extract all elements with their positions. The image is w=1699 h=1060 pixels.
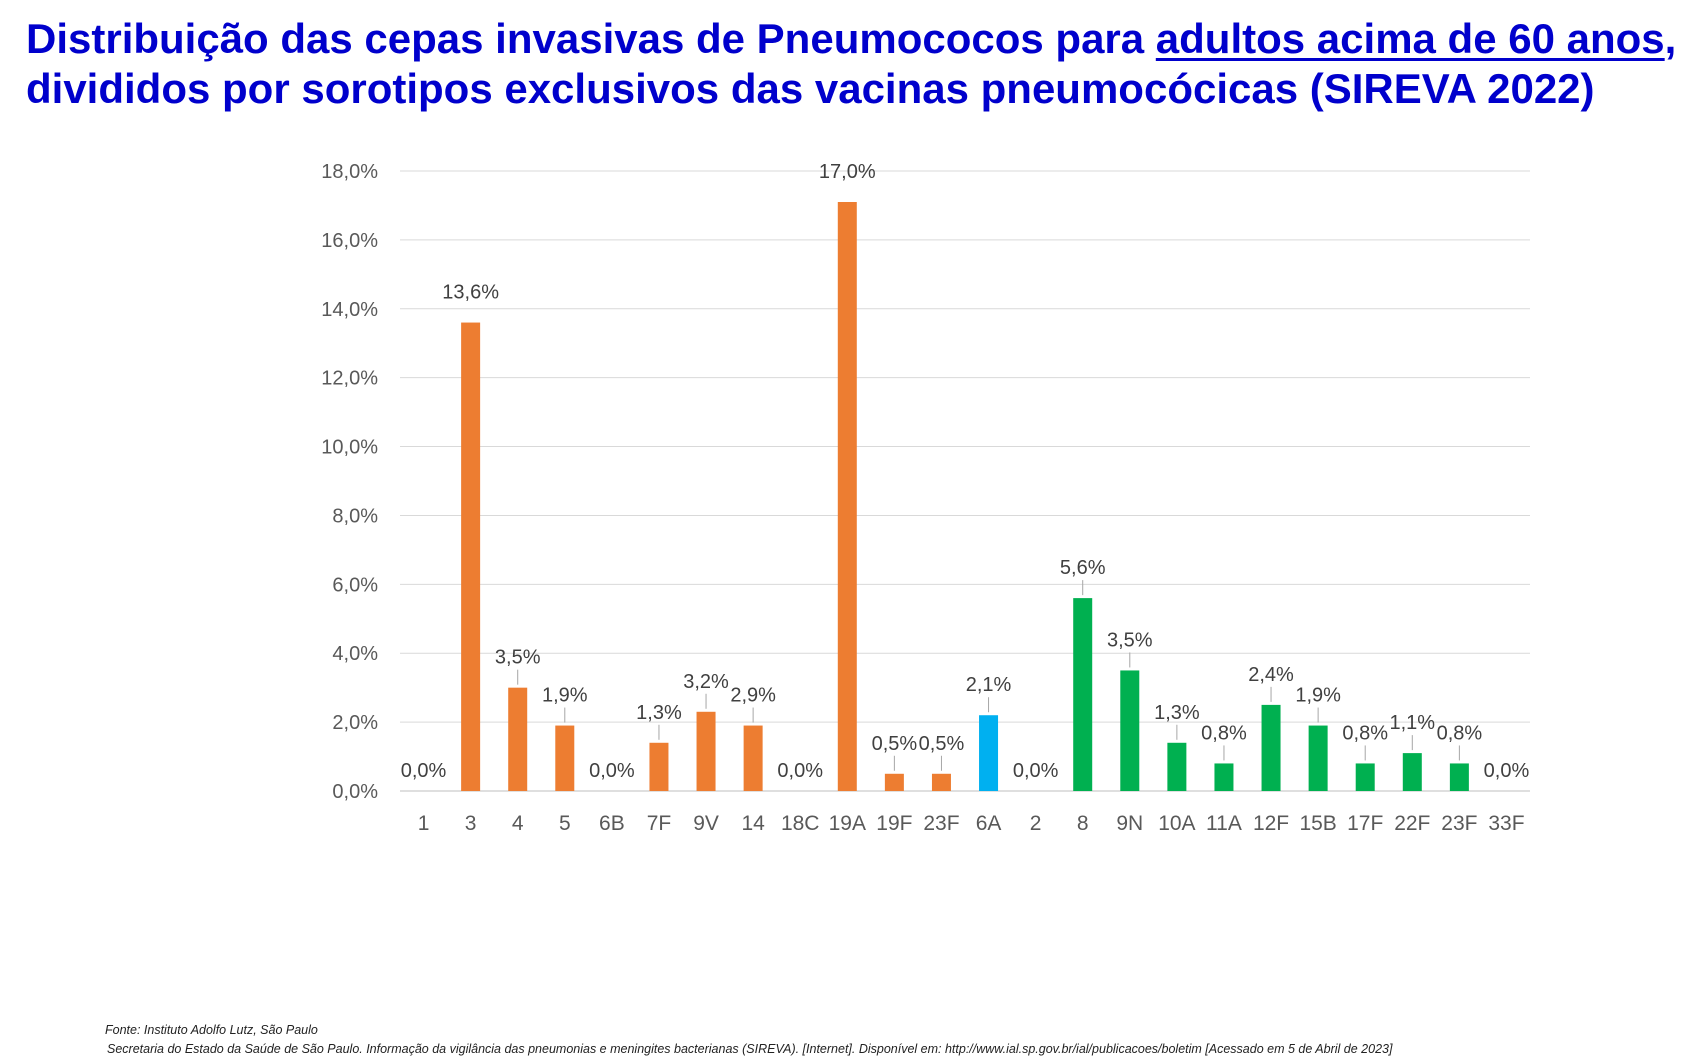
x-tick-label: 7F [647, 812, 672, 835]
x-tick-label: 4 [512, 812, 524, 835]
data-label: 1,9% [542, 685, 588, 707]
x-tick-label: 5 [559, 812, 571, 835]
bar-8 [1073, 598, 1093, 791]
x-tick-label: 6A [976, 812, 1002, 835]
title-underlined: adultos acima de 60 anos [1155, 15, 1665, 62]
bar-22F [1402, 753, 1422, 791]
y-tick-label: 10,0% [321, 437, 378, 459]
bar-14 [743, 725, 763, 791]
bar-7F [649, 742, 669, 791]
data-label: 3,5% [495, 647, 541, 669]
x-axis-ticks: 1 3 4 5 6B 7F 9V 14 18C 19A 19F 23F 6A 2 8 9N 10A 11A 12F 1… [418, 812, 1525, 835]
bar-15B [1308, 725, 1328, 791]
data-label: 0,8% [1201, 722, 1247, 744]
y-tick-label: 2,0% [332, 712, 378, 734]
data-label: 0,0% [777, 760, 823, 782]
y-tick-label: 0,0% [332, 781, 378, 803]
data-label: 0,8% [1342, 722, 1388, 744]
y-tick-label: 14,0% [321, 299, 378, 321]
data-label: 0,5% [872, 733, 918, 755]
footer-source: Fonte: Instituto Adolfo Lutz, São Paulo [105, 1023, 318, 1037]
data-label: 2,4% [1248, 664, 1294, 686]
x-tick-label: 10A [1158, 812, 1195, 835]
bar-9V [696, 711, 716, 791]
data-label: 1,3% [636, 702, 682, 724]
data-label: 0,5% [919, 733, 965, 755]
x-tick-label: 8 [1077, 812, 1089, 835]
x-tick-label: 1 [418, 812, 430, 835]
data-label: 0,8% [1437, 722, 1483, 744]
data-labels: 0,0%13,6%3,5%1,9%0,0%1,3%3,2%2,9%0,0%17,… [401, 161, 1530, 782]
y-tick-label: 4,0% [332, 643, 378, 665]
x-tick-label: 22F [1394, 812, 1430, 835]
x-tick-label: 2 [1030, 812, 1042, 835]
x-tick-label: 33F [1488, 812, 1524, 835]
label-leader-lines [517, 580, 1460, 771]
x-tick-label: 14 [741, 812, 765, 835]
data-label: 2,9% [730, 685, 776, 707]
data-label: 0,0% [1013, 760, 1059, 782]
data-label: 0,0% [401, 760, 447, 782]
x-tick-label: 9V [693, 812, 719, 835]
bar-23F [931, 773, 951, 791]
y-tick-label: 18,0% [321, 161, 378, 183]
bars [461, 202, 1469, 791]
x-tick-label: 19A [829, 812, 866, 835]
x-tick-label: 9N [1116, 812, 1143, 835]
bar-19A [837, 202, 857, 791]
title-suffix: , [1664, 15, 1677, 62]
bar-4 [508, 687, 528, 791]
x-tick-label: 18C [781, 812, 820, 835]
title-prefix: Distribuição das cepas invasivas de Pneu… [26, 15, 1156, 62]
x-tick-label: 12F [1253, 812, 1289, 835]
data-label: 0,0% [589, 760, 635, 782]
x-tick-label: 23F [1441, 812, 1477, 835]
data-label: 3,5% [1107, 629, 1153, 651]
x-tick-label: 6B [599, 812, 625, 835]
bar-chart: 0,0%2,0%4,0%6,0%8,0%10,0%12,0%14,0%16,0%… [321, 161, 1530, 835]
x-tick-label: 15B [1299, 812, 1336, 835]
footer-reference: Secretaria do Estado da Saúde de São Pau… [107, 1042, 1393, 1056]
data-label: 5,6% [1060, 557, 1106, 579]
y-tick-label: 6,0% [332, 574, 378, 596]
data-label: 0,0% [1484, 760, 1530, 782]
x-tick-label: 17F [1347, 812, 1383, 835]
bar-5 [555, 725, 575, 791]
data-label: 13,6% [442, 282, 499, 304]
data-label: 3,2% [683, 671, 729, 693]
x-tick-label: 11A [1206, 812, 1242, 835]
bar-11A [1214, 763, 1234, 791]
bar-23F [1449, 763, 1469, 791]
grid-lines [400, 170, 1530, 792]
data-label: 17,0% [819, 161, 876, 183]
bar-17F [1355, 763, 1375, 791]
bar-6A [979, 715, 999, 791]
bar-12F [1261, 704, 1281, 791]
bar-10A [1167, 742, 1187, 791]
x-tick-label: 19F [876, 812, 912, 835]
bar-3 [461, 322, 481, 791]
bar-9N [1120, 670, 1140, 791]
y-axis-ticks: 0,0% 2,0% 4,0% 6,0% 8,0% 10,0% 12,0% 14,0% 16,0%… [321, 161, 378, 803]
y-tick-label: 12,0% [321, 368, 378, 390]
chart-title: Distribuição das cepas invasivas de Pneu… [26, 14, 1686, 114]
title-line2: divididos por sorotipos exclusivos das v… [26, 65, 1595, 112]
data-label: 2,1% [966, 674, 1012, 696]
data-label: 1,9% [1295, 685, 1341, 707]
x-tick-label: 3 [465, 812, 477, 835]
data-label: 1,3% [1154, 702, 1200, 724]
y-tick-label: 16,0% [321, 230, 378, 252]
data-label: 1,1% [1389, 712, 1435, 734]
bar-19F [884, 773, 904, 791]
x-tick-label: 23F [923, 812, 959, 835]
y-tick-label: 8,0% [332, 505, 378, 527]
